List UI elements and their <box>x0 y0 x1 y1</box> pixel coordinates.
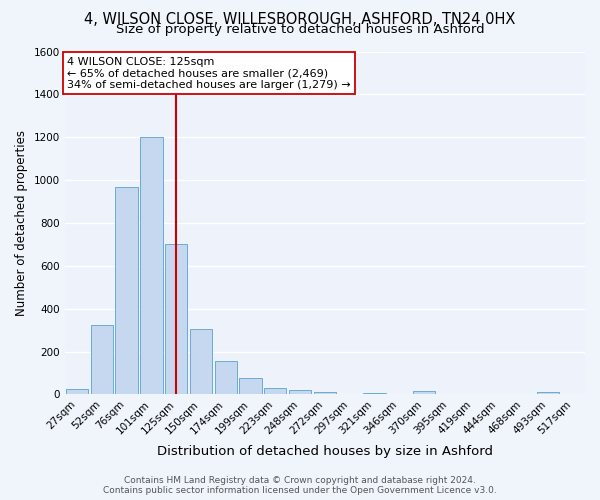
Bar <box>165 244 187 394</box>
Bar <box>264 388 286 394</box>
Text: 4, WILSON CLOSE, WILLESBOROUGH, ASHFORD, TN24 0HX: 4, WILSON CLOSE, WILLESBOROUGH, ASHFORD,… <box>85 12 515 28</box>
Bar <box>115 186 138 394</box>
Bar <box>363 392 386 394</box>
Bar <box>91 325 113 394</box>
Bar <box>413 391 435 394</box>
Bar <box>239 378 262 394</box>
Bar <box>190 329 212 394</box>
Text: Size of property relative to detached houses in Ashford: Size of property relative to detached ho… <box>116 22 484 36</box>
Bar <box>215 361 237 394</box>
Text: 4 WILSON CLOSE: 125sqm
← 65% of detached houses are smaller (2,469)
34% of semi-: 4 WILSON CLOSE: 125sqm ← 65% of detached… <box>67 56 351 90</box>
Bar <box>289 390 311 394</box>
Bar <box>66 389 88 394</box>
Text: Contains HM Land Registry data © Crown copyright and database right 2024.
Contai: Contains HM Land Registry data © Crown c… <box>103 476 497 495</box>
Bar <box>140 137 163 394</box>
Bar <box>314 392 336 394</box>
X-axis label: Distribution of detached houses by size in Ashford: Distribution of detached houses by size … <box>157 444 493 458</box>
Bar <box>536 392 559 394</box>
Y-axis label: Number of detached properties: Number of detached properties <box>15 130 28 316</box>
